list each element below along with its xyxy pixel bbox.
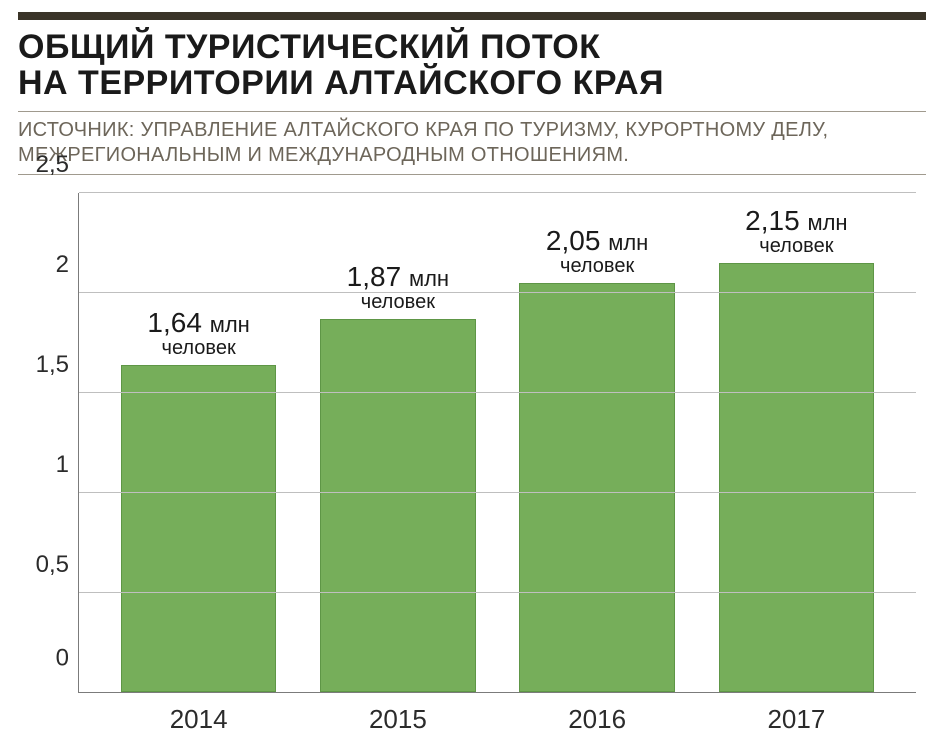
bar-unit-bottom: человек xyxy=(745,235,847,258)
grid-line xyxy=(79,492,916,493)
grid-line xyxy=(79,192,916,193)
title-line-2: НА ТЕРРИТОРИИ АЛТАЙСКОГО КРАЯ xyxy=(18,64,664,102)
y-tick-label: 2 xyxy=(56,251,79,279)
grid-line xyxy=(79,392,916,393)
y-tick-label: 0 xyxy=(56,645,79,673)
bar-value-label: 2,05 млнчеловек xyxy=(546,225,648,284)
bar-column: 2,05 млнчеловек2016 xyxy=(498,193,697,692)
bar-unit-bottom: человек xyxy=(147,337,249,360)
bar-unit-top: млн xyxy=(210,312,250,337)
bar-unit-top: млн xyxy=(807,210,847,235)
bar-value-label: 1,87 млнчеловек xyxy=(347,261,449,320)
bar-unit-top: млн xyxy=(608,230,648,255)
grid-line xyxy=(79,592,916,593)
y-tick-label: 2,5 xyxy=(36,151,79,179)
bar: 2,05 млнчеловек xyxy=(519,283,674,692)
y-tick-label: 1,5 xyxy=(36,351,79,379)
y-tick-label: 0,5 xyxy=(36,551,79,579)
bars-group: 1,64 млнчеловек20141,87 млнчеловек20152,… xyxy=(79,193,916,692)
bar: 1,64 млнчеловек xyxy=(121,365,276,692)
bar-value-label: 1,64 млнчеловек xyxy=(147,307,249,366)
top-rule xyxy=(18,12,926,20)
bar: 1,87 млнчеловек xyxy=(320,319,475,692)
bar-unit-bottom: человек xyxy=(546,255,648,278)
title-line-1: ОБЩИЙ ТУРИСТИЧЕСКИЙ ПОТОК xyxy=(18,28,601,66)
bar-column: 1,64 млнчеловек2014 xyxy=(99,193,298,692)
chart-source: ИСТОЧНИК: УПРАВЛЕНИЕ АЛТАЙСКОГО КРАЯ ПО … xyxy=(18,118,926,168)
bar-column: 2,15 млнчеловек2017 xyxy=(697,193,896,692)
bar-value: 2,05 xyxy=(546,225,608,256)
bar: 2,15 млнчеловек xyxy=(719,263,874,692)
rule-below-source xyxy=(18,174,926,175)
x-tick-label: 2015 xyxy=(369,692,427,735)
rule-above-source xyxy=(18,111,926,112)
bar-unit-top: млн xyxy=(409,266,449,291)
bar-value: 1,64 xyxy=(147,307,209,338)
bar-value: 1,87 xyxy=(347,261,409,292)
chart-title: ОБЩИЙ ТУРИСТИЧЕСКИЙ ПОТОК НА ТЕРРИТОРИИ … xyxy=(18,30,926,101)
bar-column: 1,87 млнчеловек2015 xyxy=(298,193,497,692)
chart-container: ОБЩИЙ ТУРИСТИЧЕСКИЙ ПОТОК НА ТЕРРИТОРИИ … xyxy=(0,0,944,743)
x-tick-label: 2014 xyxy=(170,692,228,735)
x-tick-label: 2017 xyxy=(767,692,825,735)
y-tick-label: 1 xyxy=(56,451,79,479)
bar-value: 2,15 xyxy=(745,205,807,236)
grid-line xyxy=(79,292,916,293)
plot-area: 1,64 млнчеловек20141,87 млнчеловек20152,… xyxy=(78,193,916,693)
x-tick-label: 2016 xyxy=(568,692,626,735)
bar-unit-bottom: человек xyxy=(347,291,449,314)
bar-value-label: 2,15 млнчеловек xyxy=(745,205,847,264)
chart-area: 1,64 млнчеловек20141,87 млнчеловек20152,… xyxy=(18,193,926,743)
